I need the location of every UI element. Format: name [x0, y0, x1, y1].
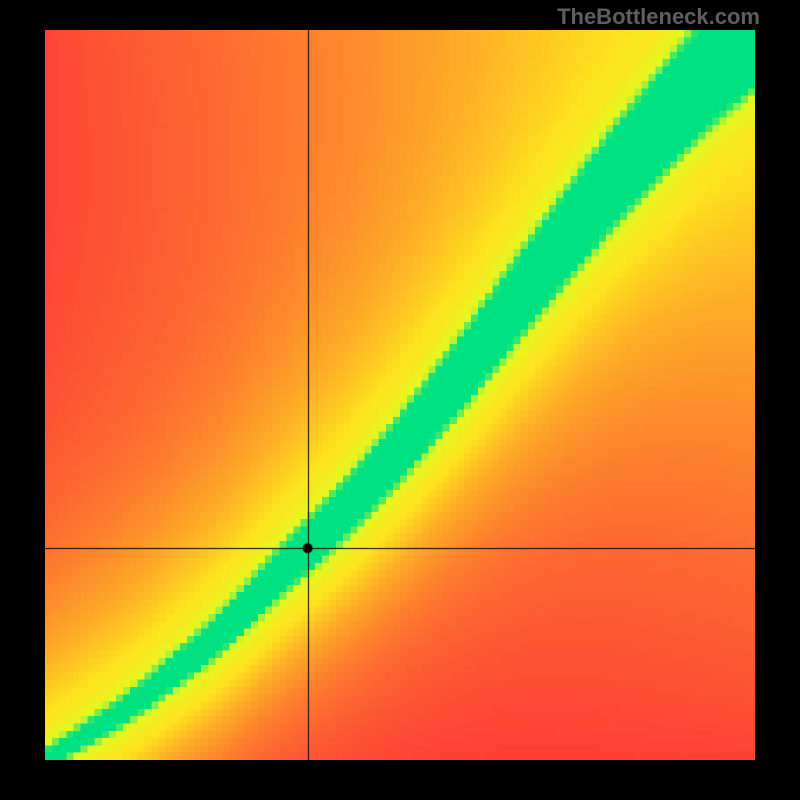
bottleneck-heatmap — [45, 30, 755, 760]
watermark-text: TheBottleneck.com — [557, 4, 760, 30]
chart-container: { "watermark": { "text": "TheBottleneck.… — [0, 0, 800, 800]
